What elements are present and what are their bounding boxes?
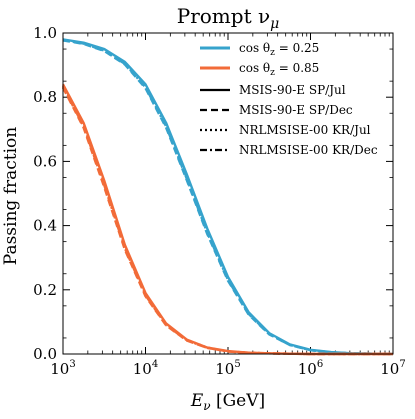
legend-item-cos-085: cos θz = 0.85 <box>200 61 319 78</box>
axis-ticks: 103 104 105 106 107 0.0 0.2 0.4 0.6 0.8 1.0 <box>33 24 406 378</box>
x-axis-label: Eν [GeV] <box>190 391 265 413</box>
x-tick-label: 106 <box>298 359 323 378</box>
y-tick-label: 0.0 <box>33 345 57 363</box>
chart-title: Prompt νμ <box>177 4 280 32</box>
y-axis-label: Passing fraction <box>1 127 21 266</box>
y-tick-label: 0.4 <box>33 217 57 235</box>
legend-label-nrlmsise-kr-jul: NRLMSISE-00 KR/Jul <box>239 123 371 137</box>
x-tick-label: 105 <box>215 359 240 378</box>
legend-item-msis-sp-dec: MSIS-90-E SP/Dec <box>200 103 353 117</box>
y-tick-label: 0.6 <box>33 152 57 170</box>
legend-item-nrlmsise-kr-dec: NRLMSISE-00 KR/Dec <box>200 143 378 157</box>
legend-label-cos-025: cos θz = 0.25 <box>239 41 319 58</box>
x-tick-label: 103 <box>50 359 75 378</box>
x-tick-label: 107 <box>380 359 405 378</box>
x-tick-label: 104 <box>133 359 158 378</box>
plot-frame <box>62 32 394 355</box>
y-tick-label: 0.2 <box>33 281 57 299</box>
legend: cos θz = 0.25 cos θz = 0.85 MSIS-90-E SP… <box>200 41 378 157</box>
series-curve-025-dashed <box>62 39 394 356</box>
legend-label-cos-085: cos θz = 0.85 <box>239 61 319 78</box>
legend-item-msis-sp-jul: MSIS-90-E SP/Jul <box>200 83 346 97</box>
legend-label-msis-sp-dec: MSIS-90-E SP/Dec <box>239 103 353 117</box>
legend-label-nrlmsise-kr-dec: NRLMSISE-00 KR/Dec <box>239 143 378 157</box>
y-tick-label: 0.8 <box>33 88 57 106</box>
legend-label-msis-sp-jul: MSIS-90-E SP/Jul <box>239 83 346 97</box>
y-tick-label: 1.0 <box>33 24 57 42</box>
legend-item-nrlmsise-kr-jul: NRLMSISE-00 KR/Jul <box>200 123 371 137</box>
legend-item-cos-025: cos θz = 0.25 <box>200 41 319 58</box>
